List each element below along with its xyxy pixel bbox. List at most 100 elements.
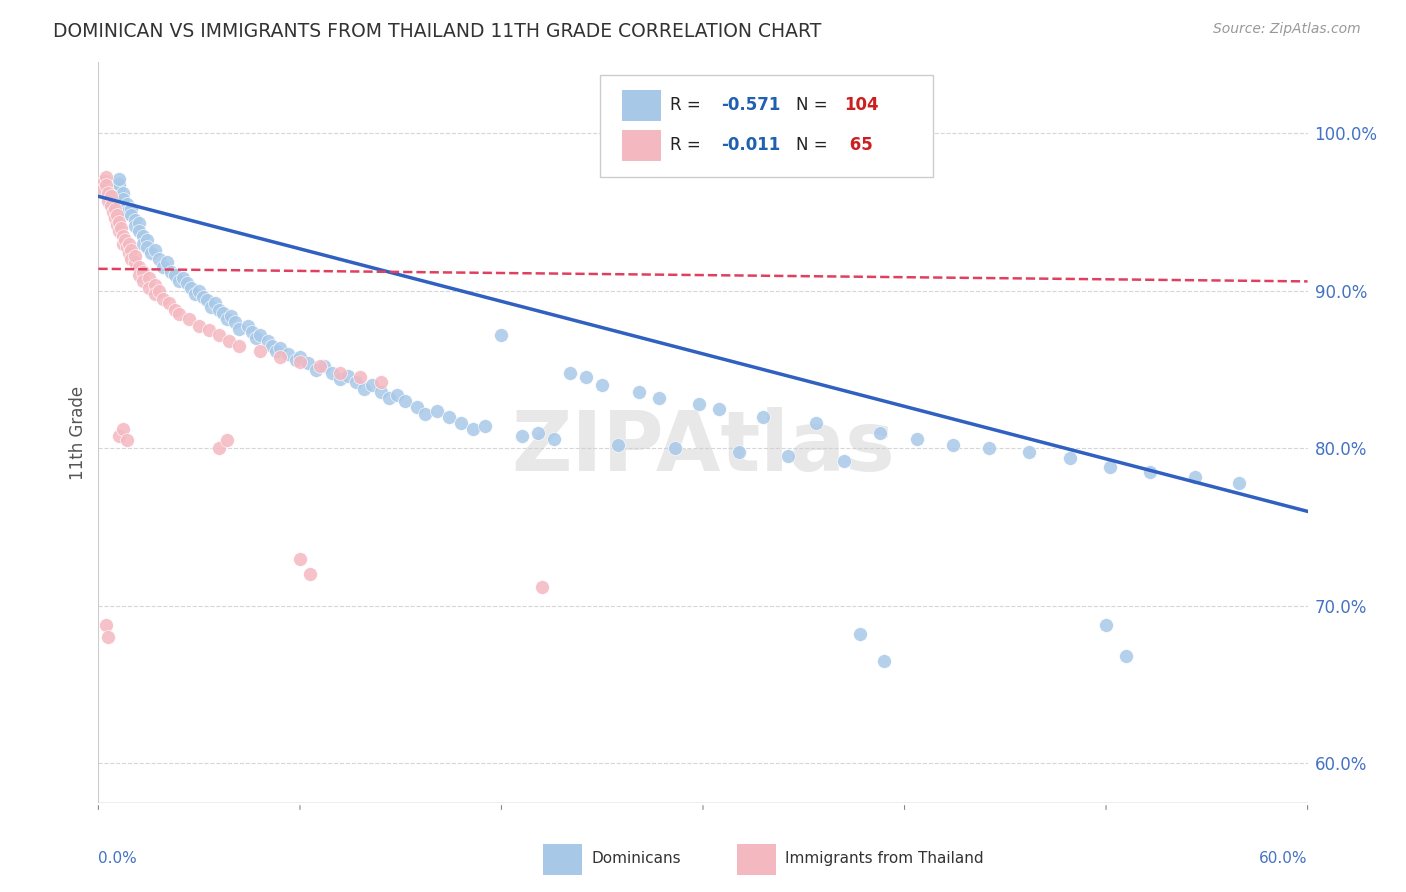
FancyBboxPatch shape bbox=[621, 130, 661, 161]
Point bbox=[120, 252, 142, 267]
Point bbox=[91, 181, 114, 195]
Point bbox=[163, 302, 186, 317]
Point bbox=[105, 218, 128, 232]
Point bbox=[100, 189, 122, 203]
Point bbox=[128, 224, 150, 238]
Point bbox=[120, 208, 142, 222]
Point bbox=[208, 302, 231, 317]
Point bbox=[193, 290, 215, 304]
Point bbox=[510, 429, 533, 443]
Point bbox=[105, 208, 128, 222]
Point bbox=[1018, 444, 1040, 458]
Point bbox=[135, 240, 157, 254]
Point bbox=[143, 277, 166, 292]
Point bbox=[143, 243, 166, 257]
Point bbox=[728, 444, 751, 458]
Point bbox=[260, 339, 283, 353]
Point bbox=[107, 429, 129, 443]
Point bbox=[245, 331, 267, 345]
Point bbox=[100, 199, 122, 213]
Point bbox=[138, 281, 160, 295]
Point bbox=[111, 186, 134, 201]
Point bbox=[314, 359, 336, 374]
Point bbox=[132, 228, 155, 243]
Point bbox=[97, 186, 120, 201]
Text: N =: N = bbox=[796, 96, 828, 114]
Point bbox=[264, 343, 287, 358]
Point bbox=[111, 236, 134, 251]
Point bbox=[849, 627, 872, 641]
Point bbox=[184, 287, 207, 301]
Point bbox=[128, 216, 150, 230]
Point bbox=[135, 234, 157, 248]
Point bbox=[942, 438, 965, 452]
Point bbox=[288, 350, 311, 364]
Point bbox=[979, 442, 1001, 456]
Point bbox=[269, 341, 291, 355]
Point bbox=[353, 382, 375, 396]
Point bbox=[198, 323, 221, 337]
Point bbox=[575, 370, 598, 384]
Point bbox=[450, 416, 472, 430]
Point bbox=[591, 378, 613, 392]
Point bbox=[103, 202, 125, 216]
Point bbox=[228, 321, 250, 335]
Point bbox=[195, 293, 218, 308]
Point bbox=[370, 384, 392, 399]
Point bbox=[107, 181, 129, 195]
Text: Immigrants from Thailand: Immigrants from Thailand bbox=[785, 851, 984, 866]
FancyBboxPatch shape bbox=[600, 75, 932, 178]
Point bbox=[120, 243, 142, 257]
Point bbox=[249, 343, 271, 358]
Point bbox=[647, 391, 669, 405]
Point bbox=[1059, 450, 1081, 465]
Point bbox=[132, 236, 155, 251]
Point bbox=[179, 312, 201, 326]
Point bbox=[208, 442, 231, 456]
Point bbox=[160, 265, 183, 279]
Point bbox=[167, 274, 190, 288]
Point bbox=[1139, 465, 1161, 479]
Point bbox=[463, 422, 485, 436]
Point bbox=[1095, 617, 1118, 632]
FancyBboxPatch shape bbox=[621, 90, 661, 121]
Point bbox=[138, 271, 160, 285]
Point bbox=[1115, 649, 1137, 664]
Text: 65: 65 bbox=[845, 136, 873, 154]
Point bbox=[321, 366, 343, 380]
Point bbox=[297, 356, 319, 370]
Point bbox=[103, 211, 125, 226]
Point bbox=[873, 654, 896, 668]
Point bbox=[869, 425, 891, 440]
Point bbox=[148, 284, 170, 298]
Point bbox=[905, 432, 928, 446]
Point bbox=[118, 246, 141, 260]
Point bbox=[530, 580, 553, 594]
Point bbox=[627, 384, 650, 399]
Point bbox=[128, 268, 150, 282]
Point bbox=[437, 409, 460, 424]
Point bbox=[491, 328, 513, 343]
Point bbox=[107, 172, 129, 186]
Point bbox=[349, 370, 371, 384]
Point bbox=[377, 391, 399, 405]
Point bbox=[299, 567, 322, 582]
Text: -0.571: -0.571 bbox=[721, 96, 780, 114]
Point bbox=[118, 236, 141, 251]
Point bbox=[96, 170, 118, 185]
Point bbox=[148, 252, 170, 267]
Point bbox=[405, 401, 427, 415]
Point bbox=[200, 300, 222, 314]
Point bbox=[97, 631, 120, 645]
Point bbox=[221, 309, 243, 323]
Point bbox=[1184, 469, 1206, 483]
Point bbox=[128, 260, 150, 275]
Point bbox=[124, 219, 146, 234]
Point bbox=[804, 416, 827, 430]
Point bbox=[218, 334, 240, 349]
Point bbox=[249, 328, 271, 343]
Point bbox=[96, 178, 118, 193]
Point bbox=[707, 402, 730, 417]
Point bbox=[526, 425, 548, 440]
Point bbox=[176, 276, 198, 290]
